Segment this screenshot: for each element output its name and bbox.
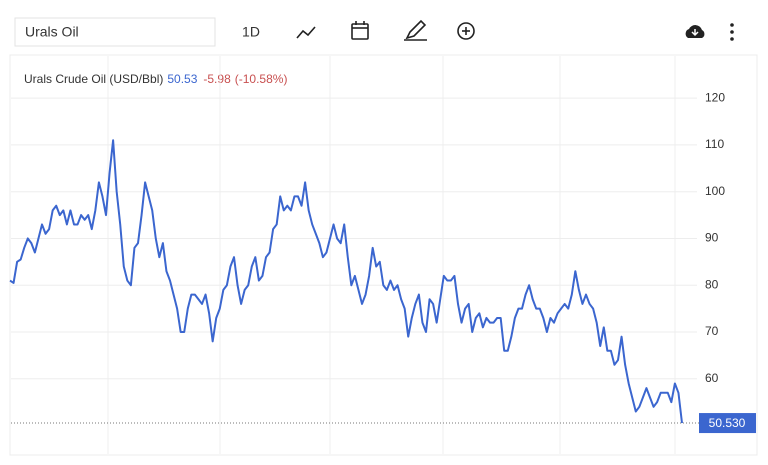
price-line	[9, 139, 683, 424]
last-price-label: 50.530	[709, 416, 746, 430]
download-icon[interactable]	[685, 25, 705, 38]
plot-frame	[9, 54, 758, 456]
search-text[interactable]: Urals Oil	[25, 24, 79, 40]
search-box[interactable]	[14, 17, 216, 47]
legend-last: 50.53	[167, 72, 197, 86]
y-tick-label: 60	[705, 371, 719, 385]
add-icon[interactable]	[457, 22, 475, 40]
y-tick-label: 80	[705, 277, 719, 291]
legend: Urals Crude Oil (USD/Bbl) 50.53 -5.98 (-10.…	[24, 72, 287, 86]
y-tick-label: 90	[705, 231, 719, 245]
period-button[interactable]: 1D	[242, 24, 260, 40]
calendar-icon[interactable]	[351, 21, 369, 40]
legend-name: Urals Crude Oil (USD/Bbl)	[24, 72, 163, 86]
last-price-tag	[699, 413, 756, 434]
line-style-icon[interactable]	[296, 26, 316, 39]
legend-change: -5.98	[203, 72, 231, 86]
y-tick-label: 100	[705, 184, 725, 198]
y-tick-label: 120	[705, 90, 725, 104]
menu-icon[interactable]	[730, 23, 734, 41]
y-tick-label: 110	[705, 137, 724, 151]
legend-change-pct: (-10.58%)	[235, 72, 288, 86]
draw-icon[interactable]	[404, 19, 427, 41]
y-tick-label: 70	[705, 324, 719, 338]
